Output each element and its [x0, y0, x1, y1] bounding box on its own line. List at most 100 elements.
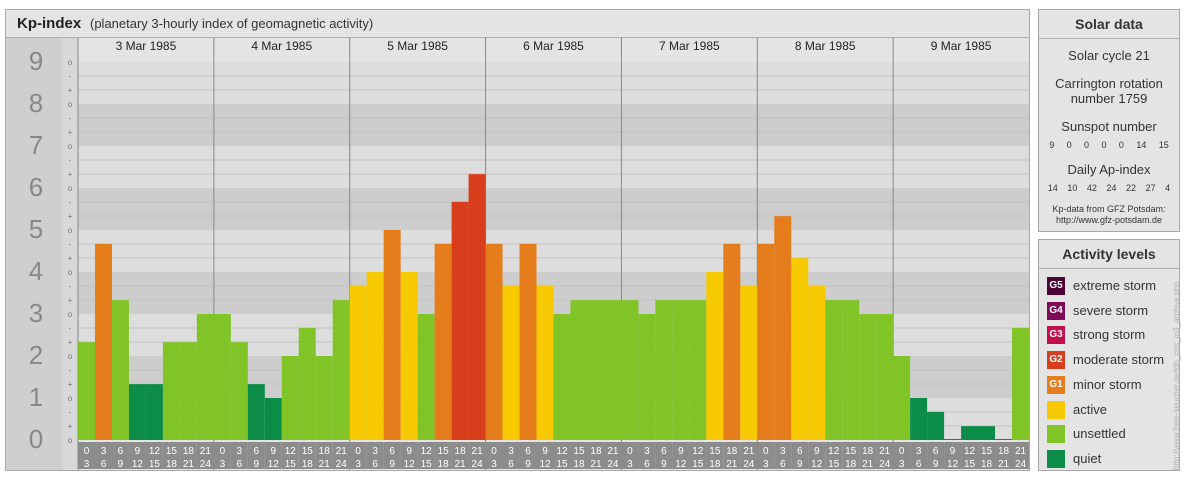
interval-start-label: 6 — [661, 446, 667, 457]
interval-start-label: 3 — [237, 446, 243, 457]
data-source-link[interactable]: http://www.gfz-potsdam.de — [1055, 215, 1163, 225]
interval-end-label: 3 — [627, 459, 633, 470]
legend-swatch: G4 — [1047, 301, 1065, 320]
y-axis-strip — [6, 38, 62, 470]
interval-cell — [587, 442, 605, 469]
day-label: 5 Mar 1985 — [387, 39, 448, 53]
kp-bar — [757, 243, 775, 440]
interval-start-label: 0 — [763, 446, 769, 457]
y-tick-label: 0 — [29, 424, 43, 454]
interval-start-label: 9 — [271, 446, 277, 457]
kp-bar — [366, 272, 384, 440]
legend-label: unsettled — [1073, 426, 1126, 442]
interval-end-label: 18 — [438, 459, 450, 470]
interval-cell — [434, 442, 452, 469]
interval-cell — [230, 442, 248, 469]
interval-end-label: 12 — [268, 459, 280, 470]
interval-start-label: 12 — [692, 446, 704, 457]
interval-cell — [451, 442, 469, 469]
interval-end-label: 3 — [355, 459, 361, 470]
interval-end-label: 6 — [780, 459, 786, 470]
interval-end-label: 24 — [336, 459, 348, 470]
kp-bar — [536, 285, 554, 440]
kp-bar — [196, 314, 214, 440]
chart-title: Kp-index — [17, 15, 82, 32]
kp-bar — [638, 314, 656, 440]
y-minor-label: o — [68, 436, 73, 445]
y-tick-label: 8 — [29, 88, 43, 118]
interval-end-label: 12 — [132, 459, 144, 470]
interval-start-label: 12 — [149, 446, 161, 457]
interval-cell — [94, 442, 112, 469]
kp-bar — [281, 356, 299, 440]
interval-end-label: 15 — [964, 459, 976, 470]
kp-bar-chart: 0123456789o+-o+-o+-o+-o+-o+-o+-o+-o+-o3 … — [6, 38, 1029, 470]
y-minor-label: - — [69, 282, 72, 291]
chart-subtitle: (planetary 3-hourly index of geomagnetic… — [90, 16, 374, 31]
interval-start-label: 9 — [542, 446, 548, 457]
kp-bar — [672, 300, 690, 440]
interval-start-label: 12 — [421, 446, 433, 457]
y-tick-label: 6 — [29, 172, 43, 202]
y-minor-label: o — [68, 142, 73, 151]
interval-end-label: 9 — [525, 459, 531, 470]
interval-cell — [842, 442, 860, 469]
interval-start-label: 6 — [797, 446, 803, 457]
y-minor-label: + — [68, 128, 73, 137]
kp-bar — [859, 314, 877, 440]
interval-start-label: 21 — [879, 446, 891, 457]
kp-bar — [111, 300, 129, 440]
interval-cell — [978, 442, 996, 469]
interval-end-label: 12 — [675, 459, 687, 470]
interval-cell — [213, 442, 231, 469]
kp-bar — [162, 342, 180, 440]
interval-cell — [485, 442, 503, 469]
kp-chart-panel: Kp-index (planetary 3-hourly index of ge… — [5, 9, 1030, 471]
interval-cell — [179, 442, 197, 469]
interval-cell — [281, 442, 299, 469]
interval-cell — [655, 442, 673, 469]
y-minor-label: + — [68, 212, 73, 221]
interval-cell — [247, 442, 265, 469]
y-tick-label: 1 — [29, 382, 43, 412]
kp-bar — [927, 411, 945, 440]
interval-start-label: 18 — [455, 446, 467, 457]
interval-cell — [825, 442, 843, 469]
interval-cell — [315, 442, 333, 469]
kp-bar — [774, 216, 792, 440]
interval-start-label: 3 — [916, 446, 922, 457]
kp-bar — [332, 300, 350, 440]
level-band — [6, 62, 1029, 104]
interval-start-label: 18 — [998, 446, 1010, 457]
interval-start-label: 18 — [726, 446, 738, 457]
carrington-number: number 1759 — [1070, 91, 1148, 106]
solar-data-title: Solar data — [1039, 10, 1179, 39]
kp-bar — [1012, 327, 1029, 440]
kp-bar — [876, 314, 894, 440]
legend-label: quiet — [1073, 450, 1102, 466]
interval-cell — [1012, 442, 1029, 469]
legend-swatch — [1047, 425, 1065, 444]
kp-bar — [400, 272, 418, 440]
interval-cell — [672, 442, 690, 469]
interval-start-label: 15 — [302, 446, 314, 457]
interval-start-label: 15 — [573, 446, 585, 457]
y-minor-label: o — [68, 100, 73, 109]
day-label: 9 Mar 1985 — [931, 39, 992, 53]
interval-start-label: 3 — [644, 446, 650, 457]
interval-end-label: 12 — [811, 459, 823, 470]
interval-end-label: 6 — [237, 459, 243, 470]
interval-start-label: 15 — [709, 446, 721, 457]
interval-start-label: 9 — [406, 446, 412, 457]
interval-cell — [519, 442, 537, 469]
legend-swatch — [1047, 400, 1065, 419]
interval-end-label: 9 — [389, 459, 395, 470]
interval-end-label: 21 — [862, 459, 874, 470]
interval-start-label: 21 — [336, 446, 348, 457]
sunspot-values: 9 0 0 0 0 14 15 — [1039, 140, 1179, 150]
interval-cell — [332, 442, 350, 469]
interval-end-label: 9 — [933, 459, 939, 470]
y-tick-label: 2 — [29, 340, 43, 370]
watermark-url: http://www.freie-seucher.de/tdh_cmt_m3_a… — [1172, 281, 1181, 470]
kp-bar — [706, 272, 724, 440]
